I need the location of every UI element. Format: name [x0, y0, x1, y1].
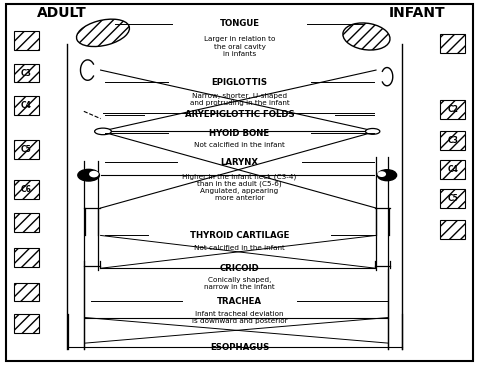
Ellipse shape — [89, 171, 99, 177]
Ellipse shape — [78, 169, 99, 181]
Text: EPIGLOTTIS: EPIGLOTTIS — [211, 78, 268, 87]
Text: ARYEPIGLOTTIC FOLDS: ARYEPIGLOTTIC FOLDS — [184, 111, 295, 119]
Text: C5: C5 — [447, 195, 458, 203]
Ellipse shape — [94, 128, 111, 135]
Text: Not calcified in the infant: Not calcified in the infant — [194, 245, 285, 250]
Text: TONGUE: TONGUE — [219, 19, 260, 28]
Ellipse shape — [377, 171, 386, 177]
Text: Larger in relation to
the oral cavity
in infants: Larger in relation to the oral cavity in… — [204, 36, 275, 57]
Bar — [14, 64, 39, 82]
Text: C4: C4 — [447, 165, 458, 174]
Bar — [14, 96, 39, 115]
Text: Conically shaped,
narrow in the infant: Conically shaped, narrow in the infant — [204, 277, 275, 291]
Bar — [440, 160, 465, 179]
Text: Higher in the infant neck (C3-4)
than in the adult (C5-6)
Angulated, appearing
m: Higher in the infant neck (C3-4) than in… — [182, 173, 297, 201]
Ellipse shape — [365, 128, 380, 134]
Text: C4: C4 — [21, 101, 32, 110]
Bar — [14, 213, 39, 232]
Text: LARYNX: LARYNX — [220, 158, 259, 167]
Ellipse shape — [77, 19, 129, 47]
Text: C5: C5 — [21, 145, 32, 154]
Bar — [440, 189, 465, 208]
Text: THYROID CARTILAGE: THYROID CARTILAGE — [190, 231, 289, 240]
Text: C2: C2 — [447, 105, 458, 114]
Text: Not calcified in the infant: Not calcified in the infant — [194, 142, 285, 148]
Bar — [440, 131, 465, 150]
Bar — [14, 314, 39, 333]
Text: ESOPHAGUS: ESOPHAGUS — [210, 343, 269, 352]
Bar — [14, 283, 39, 301]
Ellipse shape — [343, 23, 390, 50]
Bar — [14, 180, 39, 199]
Text: C3: C3 — [447, 136, 458, 145]
Bar — [440, 220, 465, 239]
Bar — [14, 248, 39, 267]
Bar — [14, 31, 39, 50]
Text: HYOID BONE: HYOID BONE — [209, 129, 270, 138]
Bar — [14, 140, 39, 159]
Text: INFANT: INFANT — [388, 6, 445, 20]
Text: CRICOID: CRICOID — [220, 264, 259, 273]
Text: Infant tracheal deviation
is downward and posterior: Infant tracheal deviation is downward an… — [192, 311, 287, 324]
Text: C3: C3 — [21, 69, 32, 77]
Bar — [440, 100, 465, 119]
Ellipse shape — [377, 170, 397, 181]
Text: ADULT: ADULT — [37, 6, 87, 20]
Text: C6: C6 — [21, 185, 32, 194]
Text: Narrow, shorter, U-shaped
and protruding in the infant: Narrow, shorter, U-shaped and protruding… — [190, 93, 289, 106]
Text: TRACHEA: TRACHEA — [217, 297, 262, 306]
Bar — [440, 34, 465, 53]
